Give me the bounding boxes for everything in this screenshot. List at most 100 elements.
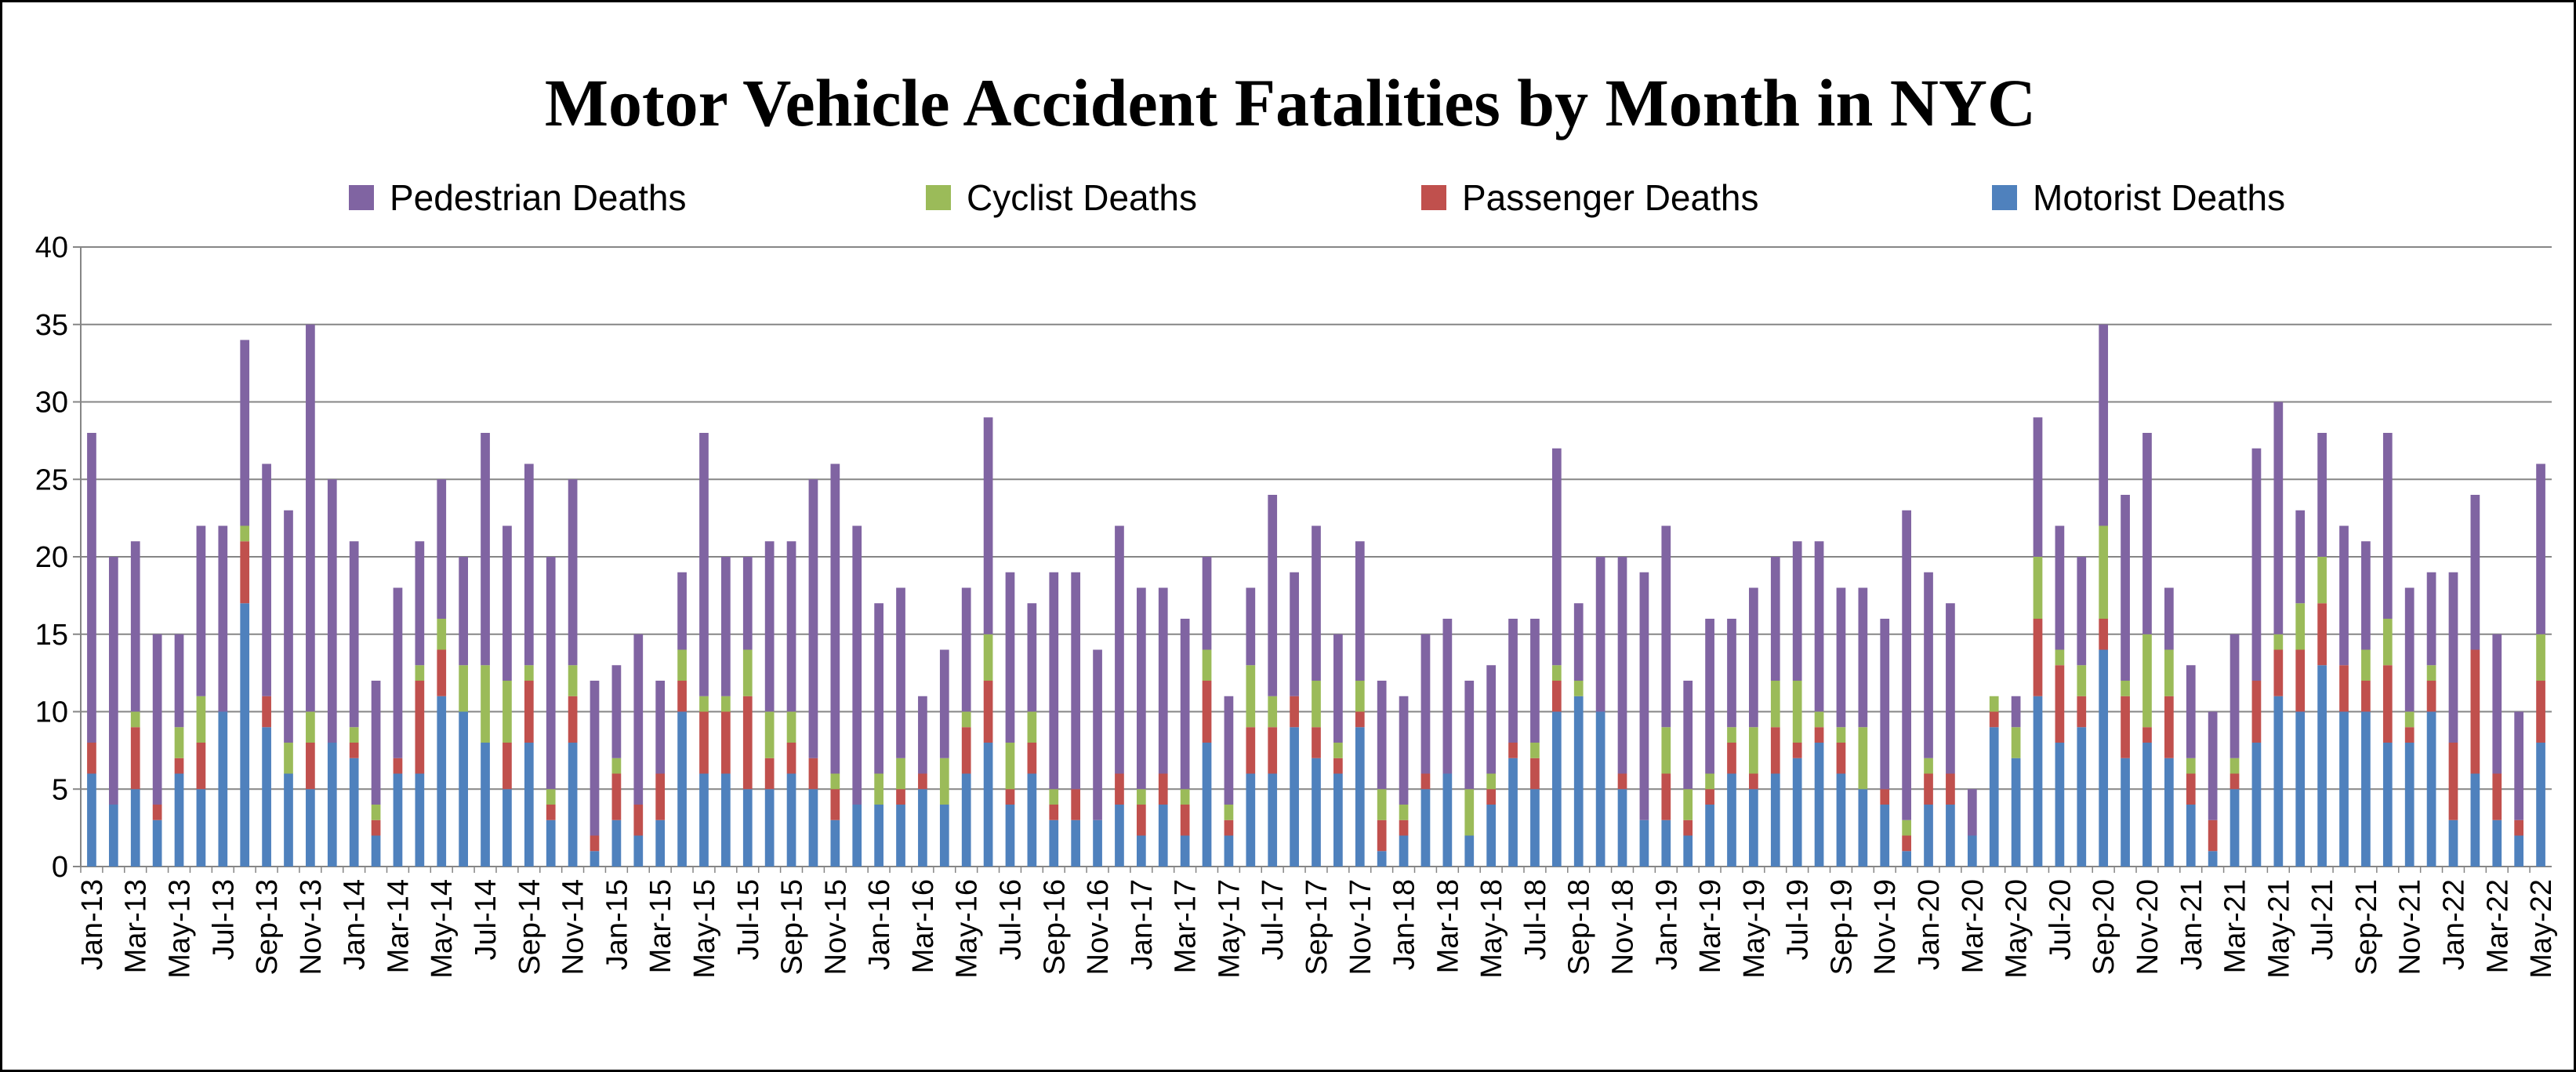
bar-cyclist-Apr-17 [1202, 649, 1212, 681]
bar-motorist-Mar-15 [655, 819, 666, 867]
bar-pedestrian-Jan-16 [874, 603, 883, 774]
bar-motorist-Nov-15 [830, 819, 840, 867]
bar-cyclist-Oct-20 [2121, 681, 2130, 696]
bar-motorist-Sep-21 [2361, 711, 2371, 867]
bar-passenger-Aug-15 [764, 758, 775, 790]
x-tick-label: Sep-13 [251, 879, 284, 976]
bar-pedestrian-Sep-17 [1312, 525, 1321, 681]
bar-motorist-Jul-17 [1268, 773, 1278, 867]
bar-cyclist-Jul-19 [1792, 681, 1802, 743]
bar-cyclist-Apr-18 [1464, 789, 1475, 836]
bar-cyclist-Jan-15 [611, 758, 622, 774]
bar-passenger-Apr-14 [415, 681, 425, 774]
bar-pedestrian-Jan-13 [87, 433, 96, 743]
bar-passenger-Sep-21 [2361, 681, 2371, 712]
bar-cyclist-May-21 [2273, 634, 2284, 650]
bar-pedestrian-May-19 [1749, 587, 1758, 728]
bar-passenger-Jan-17 [1136, 805, 1146, 836]
bar-pedestrian-Nov-17 [1355, 541, 1365, 681]
bar-pedestrian-Jun-20 [2033, 417, 2043, 557]
bar-pedestrian-Jul-15 [742, 557, 753, 650]
bar-pedestrian-Jun-18 [1508, 619, 1518, 743]
bar-cyclist-Feb-16 [896, 758, 905, 790]
bar-pedestrian-Aug-14 [503, 525, 512, 681]
bar-motorist-Oct-15 [808, 789, 818, 867]
x-tick-label: Jul-19 [1782, 879, 1815, 961]
bar-motorist-Jul-20 [2055, 743, 2065, 867]
bar-motorist-Aug-16 [1027, 773, 1037, 867]
bar-pedestrian-Jan-20 [1924, 572, 1933, 758]
bar-passenger-Mar-16 [918, 773, 927, 790]
bar-motorist-Jan-13 [87, 773, 96, 867]
x-tick-label: Jul-20 [2044, 879, 2077, 961]
bar-motorist-Sep-17 [1312, 758, 1321, 867]
legend-label: Passenger Deaths [1462, 177, 1759, 218]
bar-pedestrian-Dec-19 [1902, 510, 1911, 820]
bar-pedestrian-May-21 [2273, 402, 2284, 634]
bar-pedestrian-Oct-13 [284, 510, 293, 743]
bar-cyclist-Apr-16 [939, 758, 949, 805]
bar-pedestrian-Aug-20 [2077, 557, 2087, 666]
bar-motorist-Feb-14 [371, 835, 381, 867]
x-tick-label: May-18 [1475, 879, 1508, 979]
bar-motorist-Sep-16 [1049, 819, 1059, 867]
bar-passenger-Jan-13 [87, 743, 96, 774]
legend-swatch [1421, 185, 1446, 210]
bar-cyclist-Sep-15 [786, 711, 796, 743]
bar-passenger-Nov-15 [830, 789, 840, 820]
bar-cyclist-Nov-13 [306, 711, 315, 743]
x-tick-label: Nov-18 [1607, 879, 1640, 976]
bar-cyclist-Aug-13 [240, 525, 250, 542]
bar-cyclist-Jul-20 [2055, 649, 2065, 666]
bar-passenger-Jul-17 [1268, 727, 1278, 774]
x-tick-label: Jul-14 [470, 879, 503, 961]
bar-pedestrian-Jun-19 [1770, 557, 1780, 681]
bar-motorist-Oct-18 [1595, 711, 1605, 867]
bar-pedestrian-Jun-17 [1246, 587, 1256, 666]
bar-motorist-Dec-17 [1377, 851, 1387, 867]
bar-cyclist-Jul-15 [742, 649, 753, 696]
bar-pedestrian-Aug-21 [2339, 525, 2349, 666]
bar-passenger-Feb-16 [896, 789, 905, 805]
bar-motorist-Jul-13 [218, 711, 228, 867]
bar-passenger-Feb-22 [2470, 649, 2480, 774]
bar-pedestrian-Aug-17 [1290, 572, 1299, 696]
bar-motorist-Jul-16 [1005, 805, 1015, 867]
bar-pedestrian-Sep-21 [2361, 541, 2371, 650]
bar-pedestrian-Nov-18 [1617, 557, 1627, 774]
bar-cyclist-Dec-21 [2426, 665, 2436, 681]
bar-motorist-Apr-14 [415, 773, 425, 867]
bar-pedestrian-Aug-19 [1814, 541, 1824, 712]
bar-pedestrian-Aug-18 [1551, 448, 1562, 666]
bar-passenger-Nov-13 [306, 743, 315, 790]
bar-pedestrian-Mar-14 [393, 587, 403, 758]
bar-cyclist-Jan-21 [2186, 758, 2196, 774]
bar-motorist-Nov-18 [1617, 789, 1627, 867]
bar-passenger-Jul-20 [2055, 665, 2065, 743]
bar-passenger-Dec-14 [590, 835, 600, 852]
bar-cyclist-Apr-14 [415, 665, 425, 681]
bar-motorist-Oct-14 [546, 819, 556, 867]
bar-passenger-Dec-17 [1377, 819, 1387, 852]
bar-motorist-Nov-13 [306, 789, 315, 867]
x-tick-label: Mar-15 [644, 879, 677, 973]
bar-passenger-Aug-17 [1290, 696, 1299, 728]
bar-passenger-May-17 [1224, 819, 1234, 836]
bar-motorist-Jul-14 [481, 743, 490, 867]
bar-motorist-Jul-21 [2317, 665, 2327, 867]
bar-cyclist-Jun-21 [2295, 603, 2306, 650]
bar-passenger-Aug-14 [503, 743, 512, 790]
bar-motorist-Sep-13 [262, 727, 271, 867]
bar-passenger-May-14 [437, 649, 447, 696]
bar-motorist-Jan-16 [874, 805, 883, 867]
bar-motorist-Apr-20 [1989, 727, 1999, 867]
bar-pedestrian-Sep-16 [1049, 572, 1059, 790]
bar-motorist-Jun-21 [2295, 711, 2306, 867]
bar-pedestrian-Apr-18 [1464, 681, 1475, 790]
bar-motorist-May-13 [174, 773, 184, 867]
x-tick-label: May-14 [426, 879, 459, 979]
bar-passenger-Mar-17 [1180, 805, 1190, 836]
x-tick-label: Mar-13 [120, 879, 153, 973]
